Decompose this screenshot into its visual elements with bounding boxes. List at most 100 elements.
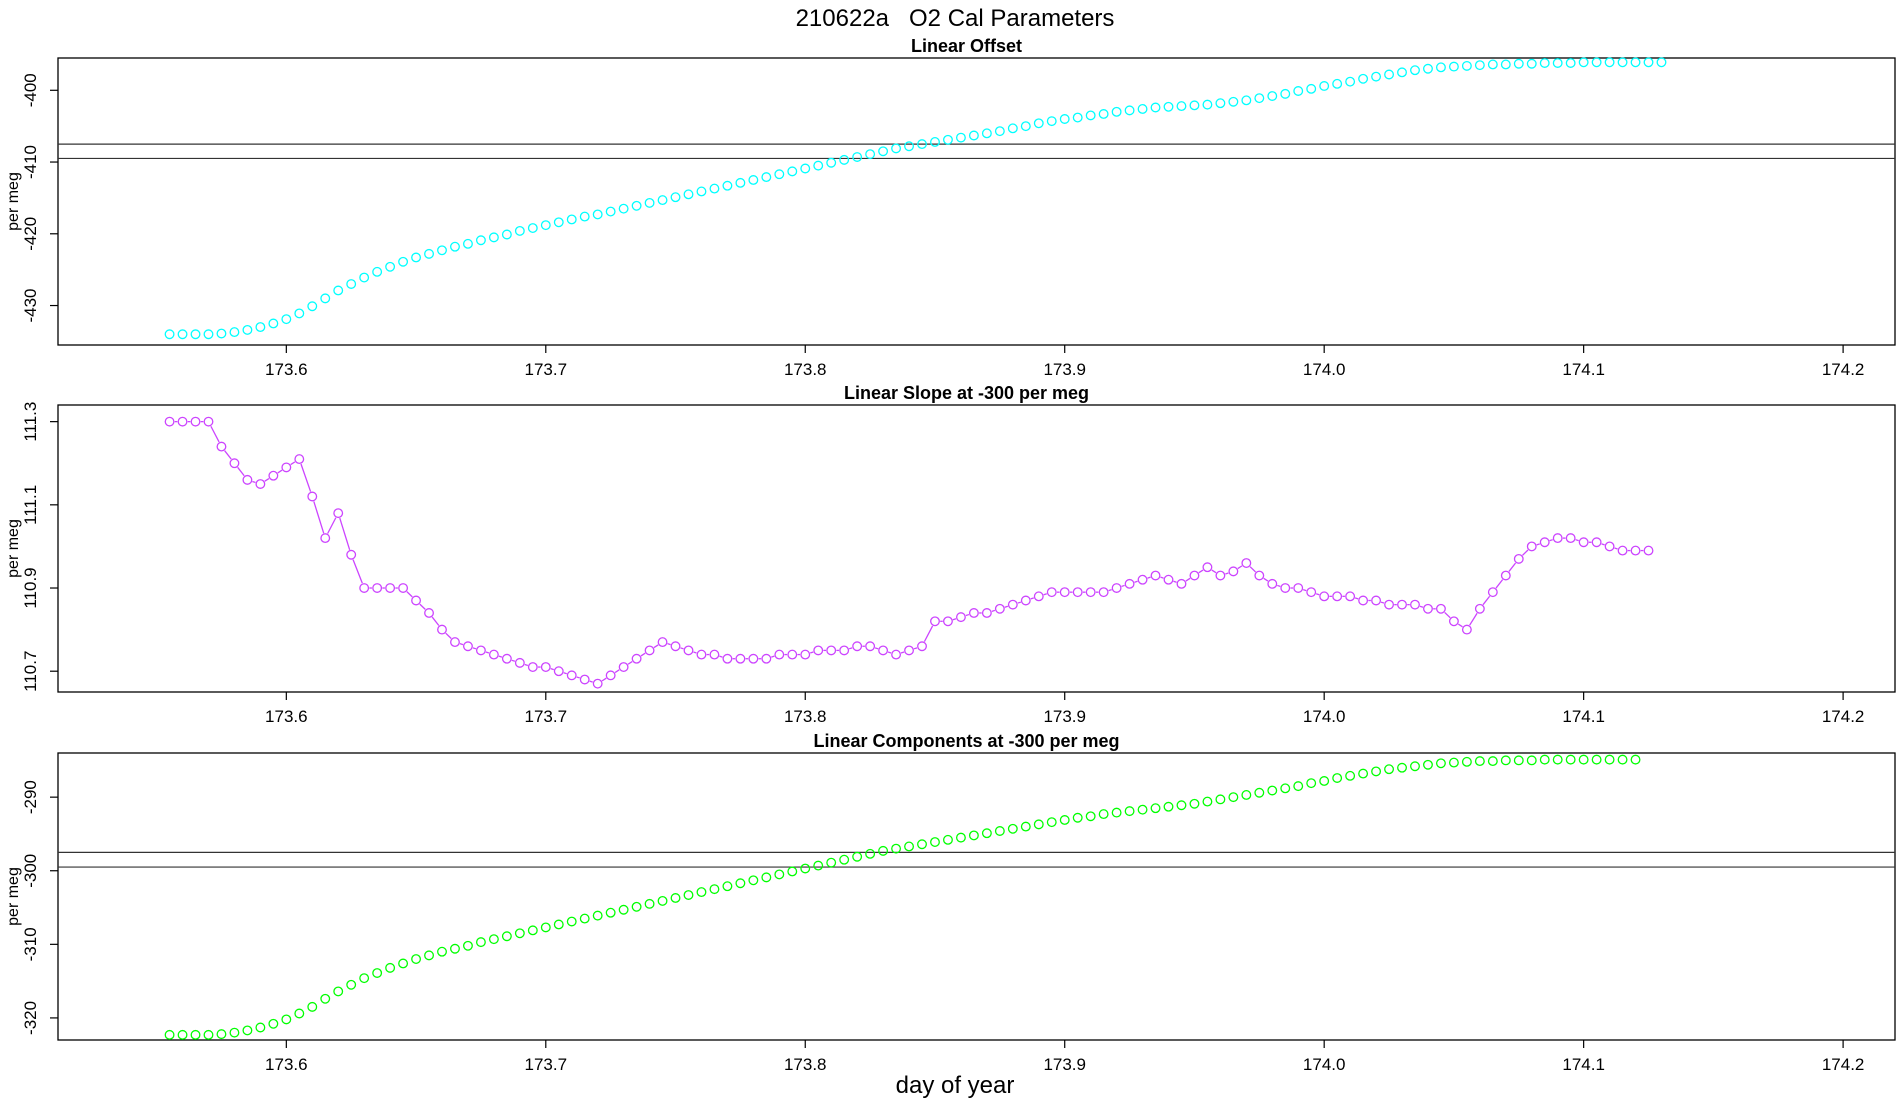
linear-slope-data-point — [968, 608, 979, 618]
linear-components-data-point — [463, 940, 473, 951]
linear-components-x-tick-label: 173.7 — [525, 1055, 568, 1074]
linear-components-data-point — [787, 866, 798, 877]
linear-slope-data-point — [1539, 537, 1550, 548]
linear-offset-data-point — [190, 329, 201, 340]
linear-components-data-point — [605, 907, 616, 918]
linear-slope-series-segment — [1457, 623, 1463, 628]
linear-slope-series-segment — [1134, 580, 1138, 583]
linear-slope-x-tick-label: 173.9 — [1043, 707, 1086, 726]
linear-components-data-point — [943, 834, 953, 845]
linear-offset-data-point — [1293, 86, 1304, 96]
linear-components-data-point — [527, 925, 538, 936]
linear-slope-data-point — [1176, 578, 1187, 589]
linear-offset-data-point — [1254, 93, 1265, 104]
linear-components-data-point — [709, 884, 720, 895]
linear-offset-data-point — [1604, 57, 1615, 68]
linear-offset-data-point — [385, 261, 396, 272]
linear-slope-data-point — [787, 649, 798, 660]
x-axis-label: day of year — [896, 1072, 1015, 1099]
linear-components-data-point — [372, 968, 383, 978]
linear-components-x-tick-label: 174.0 — [1303, 1055, 1346, 1074]
linear-components-data-point — [1513, 755, 1524, 766]
figure-title: 210622a O2 Cal Parameters — [796, 5, 1115, 32]
linear-offset-data-point — [696, 186, 707, 197]
linear-components-data-point — [1124, 806, 1135, 817]
linear-components-y-tick-label: -290 — [21, 780, 40, 814]
linear-slope-series-segment — [627, 660, 633, 665]
linear-slope-data-point — [826, 645, 837, 656]
linear-offset-data-point — [1267, 91, 1278, 101]
linear-components-data-point — [800, 863, 811, 874]
linear-components-data-point — [1539, 754, 1550, 765]
linear-slope-y-tick-label: 111.3 — [21, 402, 40, 442]
linear-slope-data-point — [450, 637, 460, 648]
linear-slope-series-segment — [1198, 569, 1204, 574]
linear-offset-data-point — [592, 209, 603, 220]
linear-offset-data-point — [1410, 65, 1420, 76]
linear-slope-series-segment — [210, 425, 220, 443]
linear-offset-data-point — [1552, 58, 1563, 68]
linear-offset-data-point — [1435, 62, 1446, 73]
linear-offset-data-point — [670, 192, 681, 203]
linear-components-y-tick-label: -320 — [21, 1001, 40, 1035]
linear-slope-data-point — [1371, 595, 1382, 606]
linear-offset-data-point — [722, 180, 733, 191]
linear-slope-series-segment — [1147, 576, 1151, 579]
linear-components-data-point — [955, 832, 966, 843]
linear-slope-data-point — [1163, 574, 1174, 585]
linear-slope-series-segment — [848, 647, 853, 650]
linear-offset-data-point — [501, 229, 512, 240]
linear-slope-series-segment — [1522, 549, 1529, 556]
linear-offset-data-point — [527, 223, 538, 233]
linear-components-data-point — [1552, 754, 1563, 765]
linear-slope-data-point — [813, 645, 824, 656]
linear-offset-data-point — [1215, 98, 1226, 109]
linear-offset-data-point — [891, 143, 902, 154]
linear-slope-series-segment — [771, 655, 775, 658]
linear-slope-series-segment — [874, 647, 879, 650]
linear-components-data-point — [722, 881, 733, 892]
linear-components-data-point — [1358, 768, 1369, 779]
linear-offset-data-point — [1020, 121, 1031, 132]
linear-slope-data-point — [1020, 595, 1031, 606]
linear-slope-data-point — [1319, 591, 1330, 602]
linear-slope-series-segment — [1160, 576, 1164, 579]
linear-slope-series-segment — [900, 651, 905, 654]
linear-slope-data-point — [917, 641, 927, 652]
linear-slope-data-point — [1280, 583, 1291, 593]
linear-offset-plot-frame — [57, 57, 1896, 346]
linear-slope-series-segment — [923, 625, 934, 642]
linear-slope-data-point — [1578, 537, 1589, 548]
linear-slope-data-point — [1306, 587, 1317, 598]
linear-slope-data-point — [1435, 603, 1446, 614]
linear-offset-data-point — [644, 197, 655, 208]
linear-offset-data-point — [735, 177, 746, 188]
linear-offset-data-point — [800, 163, 811, 174]
linear-components-panel: Linear Components at -300 per meg per meg… — [5, 731, 1896, 1074]
linear-components-data-point — [904, 841, 914, 852]
linear-offset-data-point — [1111, 106, 1122, 117]
linear-components-data-point — [1578, 754, 1589, 765]
linear-offset-data-point — [605, 206, 616, 217]
linear-components-data-point — [1410, 761, 1420, 772]
linear-slope-series-segment — [1263, 577, 1269, 582]
linear-slope-series-segment — [419, 603, 426, 610]
linear-components-data-point — [1267, 785, 1278, 796]
linear-offset-data-point — [1578, 57, 1589, 68]
linear-slope-data-point — [1500, 570, 1511, 581]
linear-offset-data-point — [1241, 95, 1252, 106]
linear-slope-data-point — [670, 641, 681, 652]
linear-slope-x-tick-label: 173.6 — [265, 707, 308, 726]
linear-offset-data-point — [320, 293, 331, 304]
linear-components-data-point — [1630, 754, 1641, 765]
linear-offset-data-point — [398, 256, 409, 267]
linear-slope-data-point — [553, 666, 564, 677]
linear-slope-data-point — [1072, 587, 1083, 598]
linear-components-data-point — [1072, 812, 1083, 823]
linear-components-data-point — [1254, 787, 1265, 798]
linear-components-data-point — [1176, 800, 1187, 811]
linear-slope-series-segment — [550, 668, 555, 671]
linear-slope-series-segment — [640, 652, 646, 657]
linear-slope-data-point — [852, 641, 863, 652]
linear-slope-data-point — [657, 637, 668, 648]
